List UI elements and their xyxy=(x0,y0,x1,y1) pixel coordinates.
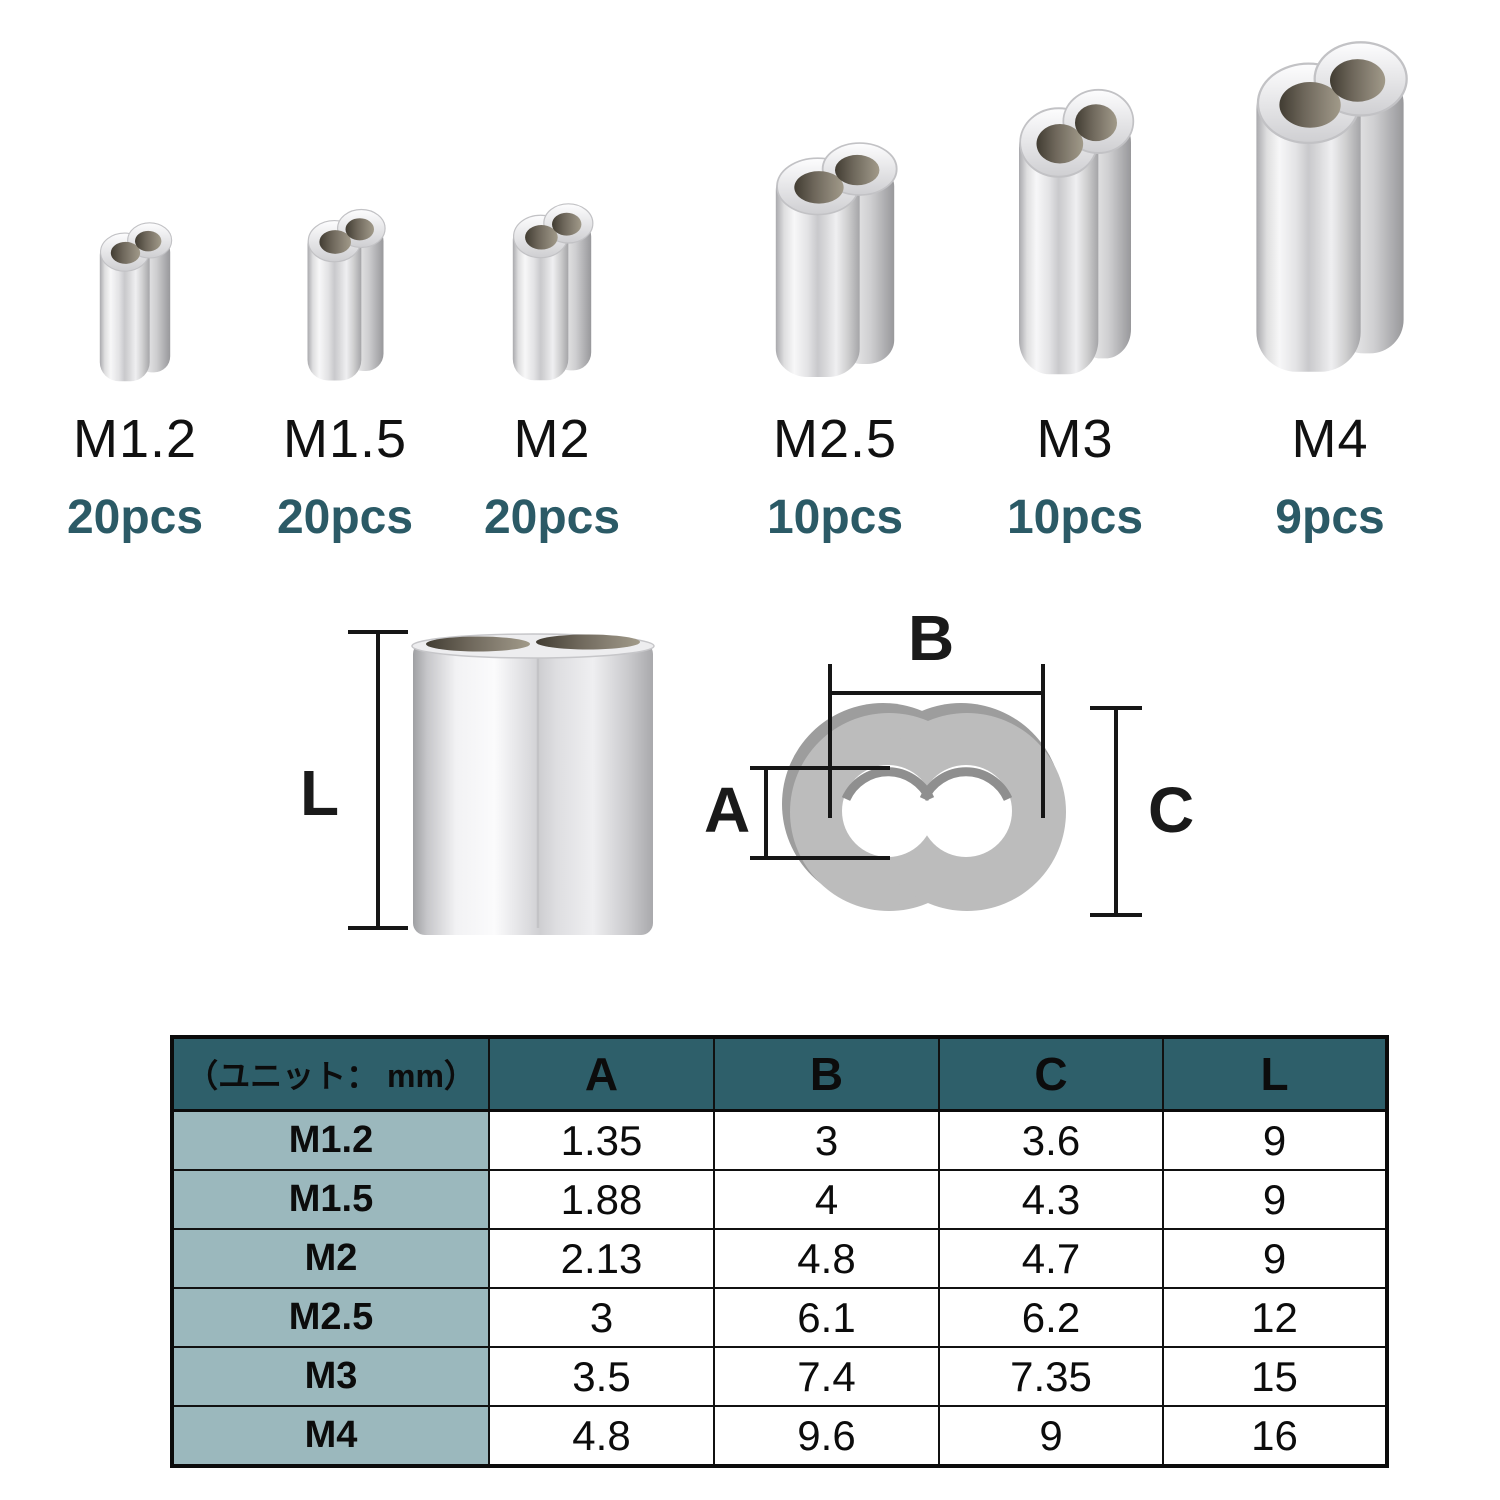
cell-a: 1.88 xyxy=(488,1169,715,1230)
product-photo xyxy=(235,18,455,390)
dim-label-b: B xyxy=(908,602,954,674)
top-view-diagram: B A C xyxy=(704,602,1194,917)
dim-label-c: C xyxy=(1148,774,1194,846)
product-photo xyxy=(1220,18,1440,390)
row-label: M1.2 xyxy=(171,1109,490,1171)
cell-a: 3 xyxy=(488,1287,715,1348)
product-item: M3 10pcs xyxy=(965,18,1185,542)
ferrule-illustration xyxy=(1255,41,1408,373)
table-row: M2 2.13 4.8 4.7 9 xyxy=(171,1228,1388,1289)
table-row: M1.2 1.35 3 3.6 9 xyxy=(171,1109,1388,1171)
right-hole-opening xyxy=(536,634,640,650)
product-photo xyxy=(725,18,945,390)
column-header-c: C xyxy=(938,1036,1164,1112)
cell-c: 9 xyxy=(938,1405,1164,1467)
cell-l: 12 xyxy=(1162,1287,1388,1348)
cell-a: 2.13 xyxy=(488,1228,715,1289)
cell-l: 9 xyxy=(1162,1228,1388,1289)
ferrule-illustration xyxy=(1018,88,1135,376)
cell-c: 4.7 xyxy=(938,1228,1164,1289)
table-header-row: （ユニット： mm） A B C L xyxy=(171,1036,1388,1112)
product-item: M4 9pcs xyxy=(1220,18,1440,542)
dim-label-a: A xyxy=(704,774,750,846)
cell-l: 15 xyxy=(1162,1346,1388,1407)
cell-a: 4.8 xyxy=(488,1405,715,1467)
cell-l: 9 xyxy=(1162,1169,1388,1230)
cell-c: 7.35 xyxy=(938,1346,1164,1407)
row-label: M1.5 xyxy=(171,1169,490,1230)
product-photo xyxy=(25,18,245,390)
product-count-label: 20pcs xyxy=(276,491,414,544)
cell-c: 4.3 xyxy=(938,1169,1164,1230)
cell-l: 9 xyxy=(1162,1109,1388,1171)
table-row: M4 4.8 9.6 9 16 xyxy=(171,1405,1388,1467)
row-label: M4 xyxy=(171,1405,490,1467)
product-count-label: 20pcs xyxy=(483,491,621,544)
product-size-label: M3 xyxy=(1036,409,1114,469)
row-label: M2 xyxy=(171,1228,490,1289)
cell-b: 4.8 xyxy=(713,1228,940,1289)
product-count-label: 20pcs xyxy=(66,491,204,544)
product-item: M1.5 20pcs xyxy=(235,18,455,542)
product-item: M1.2 20pcs xyxy=(25,18,245,542)
figure8-cross-section xyxy=(782,703,1066,911)
cell-l: 16 xyxy=(1162,1405,1388,1467)
cell-b: 7.4 xyxy=(713,1346,940,1407)
product-item: M2 20pcs xyxy=(442,18,662,542)
table-row: M3 3.5 7.4 7.35 15 xyxy=(171,1346,1388,1407)
product-count-label: 9pcs xyxy=(1275,491,1385,544)
product-photo xyxy=(965,18,1185,390)
spec-table-section: （ユニット： mm） A B C L M1.2 1.35 3 3.6 9 M1.… xyxy=(170,1035,1389,1468)
ferrule-illustration xyxy=(512,203,594,381)
column-header-a: A xyxy=(488,1036,715,1112)
spec-table: （ユニット： mm） A B C L M1.2 1.35 3 3.6 9 M1.… xyxy=(170,1035,1389,1468)
cell-b: 6.1 xyxy=(713,1287,940,1348)
cell-b: 3 xyxy=(713,1109,940,1171)
product-size-label: M1.2 xyxy=(72,409,198,469)
hole-shadow-left xyxy=(841,767,935,801)
cell-a: 3.5 xyxy=(488,1346,715,1407)
row-label: M3 xyxy=(171,1346,490,1407)
product-size-label: M2 xyxy=(513,409,591,469)
hole-shadow-right xyxy=(919,767,1013,801)
row-label: M2.5 xyxy=(171,1287,490,1348)
product-count-label: 10pcs xyxy=(1006,491,1144,544)
column-header-l: L xyxy=(1162,1036,1388,1112)
cell-b: 4 xyxy=(713,1169,940,1230)
product-size-label: M2.5 xyxy=(772,409,898,469)
cell-c: 3.6 xyxy=(938,1109,1164,1171)
product-size-label: M4 xyxy=(1291,409,1369,469)
column-header-b: B xyxy=(713,1036,940,1112)
product-item: M2.5 10pcs xyxy=(725,18,945,542)
cell-b: 9.6 xyxy=(713,1405,940,1467)
left-hole-opening xyxy=(426,636,530,652)
product-photo xyxy=(442,18,662,390)
product-size-label: M1.5 xyxy=(282,409,408,469)
dim-label-l: L xyxy=(300,757,339,829)
ferrule-illustration xyxy=(774,142,898,378)
cell-a: 1.35 xyxy=(488,1109,715,1171)
ferrule-illustration xyxy=(99,222,173,382)
cell-c: 6.2 xyxy=(938,1287,1164,1348)
table-row: M2.5 3 6.1 6.2 12 xyxy=(171,1287,1388,1348)
cylinder-body xyxy=(413,642,653,935)
unit-header-cell: （ユニット： mm） xyxy=(171,1036,490,1112)
product-count-label: 10pcs xyxy=(766,491,904,544)
table-row: M1.5 1.88 4 4.3 9 xyxy=(171,1169,1388,1230)
side-view-diagram: L xyxy=(300,630,655,935)
ferrule-illustration xyxy=(306,208,386,382)
